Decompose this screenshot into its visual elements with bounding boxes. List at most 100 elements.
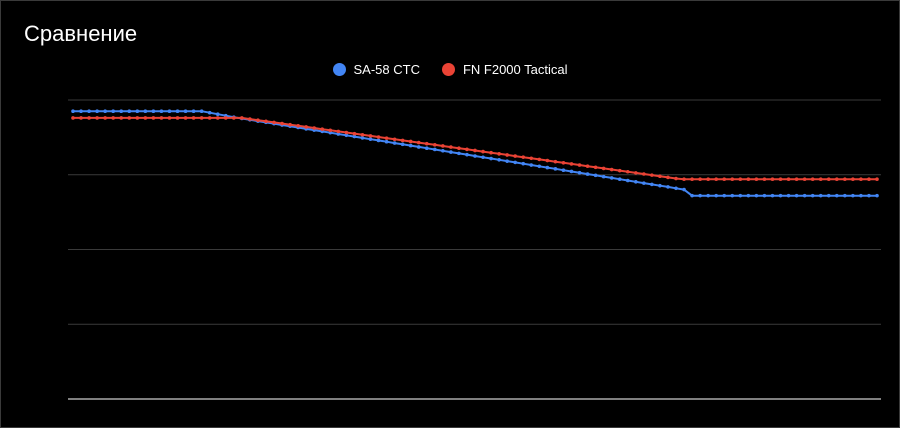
data-point[interactable] bbox=[111, 116, 115, 120]
data-point[interactable] bbox=[851, 193, 855, 198]
data-point[interactable] bbox=[416, 145, 421, 149]
data-point[interactable] bbox=[561, 160, 566, 165]
data-point[interactable] bbox=[730, 177, 735, 182]
data-point[interactable] bbox=[223, 116, 228, 120]
data-point[interactable] bbox=[658, 174, 662, 179]
data-point[interactable] bbox=[634, 171, 638, 175]
data-point[interactable] bbox=[682, 177, 686, 182]
data-point[interactable] bbox=[650, 182, 654, 187]
data-point[interactable] bbox=[376, 138, 381, 143]
data-point[interactable] bbox=[119, 109, 124, 114]
data-point[interactable] bbox=[835, 193, 839, 198]
data-point[interactable] bbox=[714, 193, 718, 198]
data-point[interactable] bbox=[465, 152, 469, 157]
data-point[interactable] bbox=[87, 116, 91, 120]
data-point[interactable] bbox=[706, 177, 710, 182]
data-point[interactable] bbox=[465, 147, 469, 152]
data-point[interactable] bbox=[585, 164, 590, 168]
data-point[interactable] bbox=[368, 137, 373, 141]
data-point[interactable] bbox=[248, 117, 252, 121]
data-point[interactable] bbox=[304, 125, 308, 129]
data-point[interactable] bbox=[135, 116, 140, 120]
data-point[interactable] bbox=[722, 193, 727, 198]
data-point[interactable] bbox=[167, 109, 172, 114]
data-point[interactable] bbox=[746, 193, 751, 198]
data-point[interactable] bbox=[867, 193, 871, 198]
data-point[interactable] bbox=[473, 148, 477, 153]
data-point[interactable] bbox=[698, 177, 702, 182]
data-point[interactable] bbox=[199, 116, 204, 120]
data-point[interactable] bbox=[609, 176, 614, 180]
data-point[interactable] bbox=[151, 116, 156, 120]
data-point[interactable] bbox=[449, 145, 453, 149]
data-point[interactable] bbox=[730, 193, 735, 198]
data-point[interactable] bbox=[424, 141, 429, 146]
data-point[interactable] bbox=[384, 139, 389, 144]
data-point[interactable] bbox=[199, 109, 204, 114]
data-point[interactable] bbox=[762, 193, 767, 198]
data-point[interactable] bbox=[690, 193, 694, 198]
data-point[interactable] bbox=[336, 129, 341, 134]
data-point[interactable] bbox=[642, 172, 646, 176]
data-point[interactable] bbox=[175, 116, 180, 120]
data-point[interactable] bbox=[746, 177, 751, 182]
data-point[interactable] bbox=[561, 168, 566, 172]
data-point[interactable] bbox=[280, 121, 284, 126]
data-point[interactable] bbox=[71, 116, 75, 120]
data-point[interactable] bbox=[376, 135, 381, 139]
data-point[interactable] bbox=[424, 146, 429, 151]
data-point[interactable] bbox=[207, 110, 212, 115]
data-point[interactable] bbox=[191, 116, 196, 120]
legend-item-f2000[interactable]: FN F2000 Tactical bbox=[441, 62, 568, 77]
data-point[interactable] bbox=[843, 177, 847, 182]
data-point[interactable] bbox=[215, 116, 220, 120]
data-point[interactable] bbox=[384, 136, 389, 140]
data-point[interactable] bbox=[674, 176, 678, 181]
data-point[interactable] bbox=[103, 109, 107, 114]
data-point[interactable] bbox=[264, 119, 268, 124]
data-point[interactable] bbox=[497, 158, 501, 162]
data-point[interactable] bbox=[762, 177, 767, 182]
data-point[interactable] bbox=[79, 116, 83, 120]
data-point[interactable] bbox=[601, 174, 606, 179]
data-point[interactable] bbox=[642, 181, 646, 185]
data-point[interactable] bbox=[215, 112, 220, 117]
data-point[interactable] bbox=[770, 193, 775, 198]
data-point[interactable] bbox=[875, 193, 879, 198]
data-point[interactable] bbox=[433, 147, 437, 152]
data-point[interactable] bbox=[826, 193, 831, 198]
data-point[interactable] bbox=[489, 156, 493, 161]
data-point[interactable] bbox=[392, 141, 397, 145]
data-point[interactable] bbox=[360, 132, 365, 137]
data-point[interactable] bbox=[95, 116, 99, 120]
data-point[interactable] bbox=[537, 157, 542, 162]
data-point[interactable] bbox=[529, 163, 534, 167]
data-point[interactable] bbox=[754, 177, 759, 182]
data-point[interactable] bbox=[778, 177, 783, 182]
data-point[interactable] bbox=[537, 164, 542, 169]
data-point[interactable] bbox=[513, 160, 517, 165]
data-point[interactable] bbox=[240, 116, 244, 120]
data-point[interactable] bbox=[119, 116, 124, 120]
data-point[interactable] bbox=[593, 173, 598, 178]
data-point[interactable] bbox=[256, 118, 260, 122]
data-point[interactable] bbox=[135, 109, 140, 114]
data-point[interactable] bbox=[545, 158, 550, 163]
data-point[interactable] bbox=[296, 123, 300, 128]
data-point[interactable] bbox=[207, 116, 212, 120]
data-point[interactable] bbox=[441, 144, 445, 148]
data-point[interactable] bbox=[569, 162, 574, 166]
data-point[interactable] bbox=[95, 109, 99, 114]
data-point[interactable] bbox=[183, 116, 188, 120]
data-point[interactable] bbox=[875, 177, 879, 182]
data-point[interactable] bbox=[722, 177, 727, 182]
data-point[interactable] bbox=[272, 120, 276, 125]
data-point[interactable] bbox=[352, 131, 357, 136]
data-point[interactable] bbox=[682, 187, 686, 192]
data-point[interactable] bbox=[810, 177, 815, 182]
data-point[interactable] bbox=[457, 146, 461, 151]
data-point[interactable] bbox=[609, 167, 614, 172]
data-point[interactable] bbox=[71, 109, 75, 114]
data-point[interactable] bbox=[481, 155, 485, 160]
data-point[interactable] bbox=[151, 109, 156, 114]
